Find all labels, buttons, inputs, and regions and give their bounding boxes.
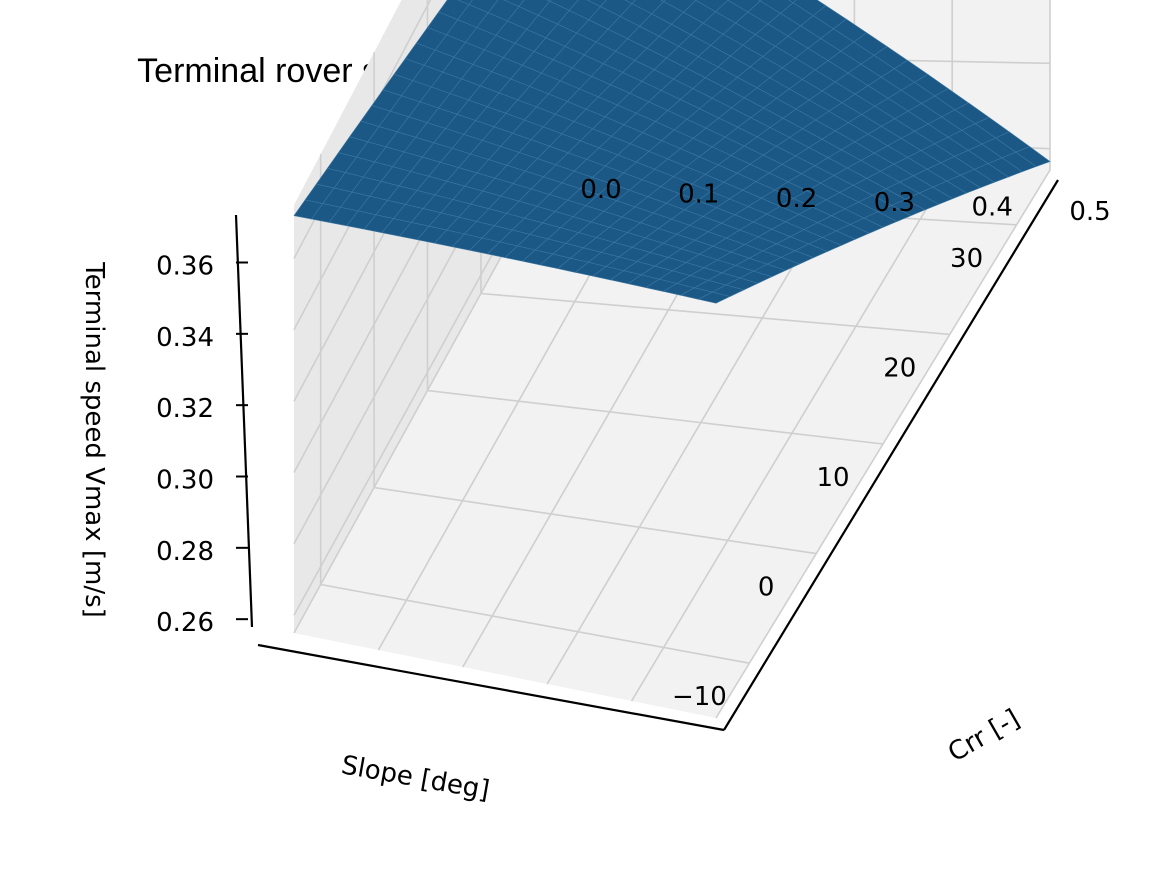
y-tick-label: 0.5 xyxy=(1069,197,1110,227)
y-tick-label: 0.0 xyxy=(580,175,621,205)
x-tick-label: 10 xyxy=(816,463,849,493)
y-tick-label: 0.2 xyxy=(776,184,817,214)
z-tick-label: 0.34 xyxy=(156,323,214,353)
z-tick-label: 0.36 xyxy=(156,252,214,282)
x-tick-label: 30 xyxy=(950,244,983,274)
x-tick-label: 0 xyxy=(758,573,775,603)
x-axis-label: Slope [deg] xyxy=(339,750,492,806)
z-tick-label: 0.32 xyxy=(156,394,214,424)
x-tick-label: 20 xyxy=(883,353,916,383)
z-axis-label: Terminal speed Vmax [m/s] xyxy=(79,261,109,618)
y-tick-label: 0.3 xyxy=(874,188,915,218)
z-axis-line xyxy=(236,215,252,627)
y-tick-label: 0.1 xyxy=(678,179,719,209)
y-tick-label: 0.4 xyxy=(972,193,1013,223)
x-tick-label: −10 xyxy=(672,682,727,712)
z-tick-label: 0.30 xyxy=(156,466,214,496)
z-tick-label: 0.26 xyxy=(156,608,214,638)
y-axis-label: Crr [-] xyxy=(943,704,1025,768)
z-tick-label: 0.28 xyxy=(156,537,214,567)
